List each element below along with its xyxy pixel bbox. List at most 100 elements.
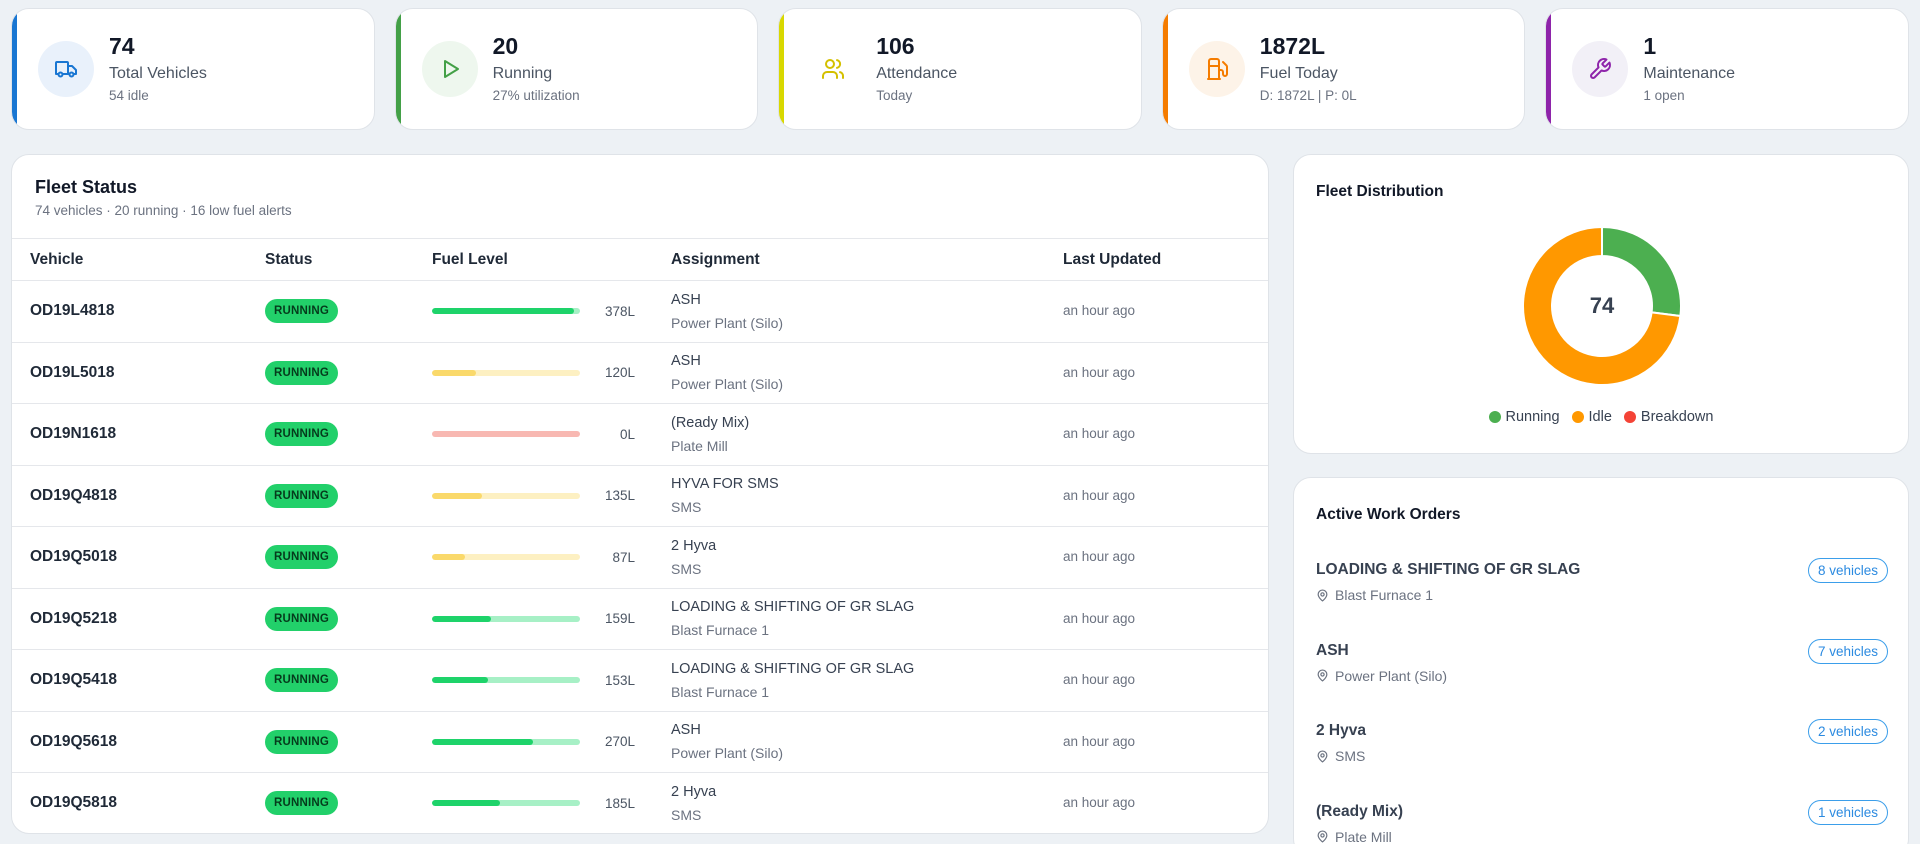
legend-label: Idle (1588, 409, 1612, 425)
cell-last-updated: an hour ago (1063, 671, 1268, 689)
cell-assignment: ASH Power Plant (Silo) (671, 720, 1063, 763)
vehicle-number[interactable]: OD19Q4818 (30, 486, 118, 504)
wrench-icon (1572, 41, 1629, 97)
fuel-amount: 270L (604, 734, 635, 750)
column-header-status[interactable]: Status (265, 250, 313, 268)
vehicle-number[interactable]: OD19Q5818 (30, 794, 118, 812)
cell-fuel-level: 120L (432, 365, 671, 380)
status-badge: RUNNING (265, 299, 339, 324)
assignment-location: Blast Furnace 1 (671, 683, 770, 700)
work-order-location: SMS (1316, 748, 1888, 764)
cell-last-updated: an hour ago (1063, 548, 1268, 566)
cell-last-updated: an hour ago (1063, 487, 1268, 505)
cell-assignment: (Ready Mix) Plate Mill (671, 413, 1063, 456)
fuel-level-bar-fill (432, 738, 533, 745)
column-header-assignment[interactable]: Assignment (671, 250, 760, 268)
cell-fuel-level: 159L (432, 611, 671, 626)
fuel-level-bar-fill (432, 615, 492, 622)
cell-last-updated: an hour ago (1063, 302, 1268, 320)
assignment-name: 2 Hyva (671, 783, 717, 800)
cell-status: RUNNING (265, 545, 432, 570)
stat-card-fuel-today[interactable]: 1872L Fuel Today D: 1872L | P: 0L (1161, 8, 1526, 130)
last-updated-time: an hour ago (1063, 672, 1136, 688)
table-row[interactable]: OD19Q5218 RUNNING 159L LOADING & SHIFTING O… (12, 589, 1268, 650)
stat-card-maintenance[interactable]: 1 Maintenance 1 open (1545, 8, 1909, 130)
work-order-item[interactable]: (Ready Mix) Plate Mill 1 vehicles (1316, 799, 1888, 844)
cell-status: RUNNING (265, 606, 432, 631)
play-icon (421, 41, 478, 97)
stat-value: 1 (1643, 33, 1657, 59)
vehicle-number[interactable]: OD19Q5418 (30, 671, 118, 689)
cell-vehicle: OD19N1618 (12, 425, 265, 443)
fuel-level-bar-fill (432, 800, 501, 807)
fuel-amount: 185L (604, 795, 635, 811)
last-updated-time: an hour ago (1063, 549, 1136, 565)
vehicle-count-badge[interactable]: 1 vehicles (1807, 799, 1888, 825)
cell-assignment: LOADING & SHIFTING OF GR SLAG Blast Furna… (671, 597, 1063, 640)
column-header-vehicle[interactable]: Vehicle (30, 250, 84, 268)
fuel-level-bar (432, 554, 580, 561)
stat-value: 1872L (1259, 33, 1325, 59)
stat-value: 106 (876, 33, 915, 59)
table-row[interactable]: OD19Q4818 RUNNING 135L HYVA FOR SMS SMS an ho… (12, 466, 1268, 527)
work-order-name: 2 Hyva (1316, 722, 1366, 739)
fuel-level-bar (432, 738, 580, 745)
assignment-location: SMS (671, 499, 702, 516)
map-pin-icon (1316, 669, 1329, 682)
table-row[interactable]: OD19N1618 RUNNING 0L (Ready Mix) Plate Mill a… (12, 404, 1268, 466)
column-header-fuel-level[interactable]: Fuel Level (432, 250, 508, 268)
stat-card-attendance[interactable]: 106 Attendance Today (778, 8, 1142, 130)
fuel-amount: 0L (619, 426, 635, 442)
assignment-location: Power Plant (Silo) (671, 745, 784, 762)
cell-vehicle: OD19Q5818 (12, 794, 265, 812)
vehicle-number[interactable]: OD19Q5218 (30, 609, 118, 627)
cell-vehicle: OD19Q5618 (12, 733, 265, 751)
stat-label: Total Vehicles (109, 65, 207, 82)
table-row[interactable]: OD19Q5418 RUNNING 153L LOADING & SHIFTING O… (12, 650, 1268, 712)
active-work-orders-panel: Active Work Orders LOADING & SHIFTING OF… (1293, 477, 1909, 844)
legend-label: Running (1505, 409, 1560, 425)
legend-item-breakdown[interactable]: Breakdown (1623, 409, 1713, 425)
cell-vehicle: OD19L4818 (12, 302, 265, 320)
stats-row: 74 Total Vehicles 54 idle 20 Running 27%… (11, 8, 1909, 130)
vehicle-number[interactable]: OD19Q5018 (30, 548, 118, 566)
work-order-item[interactable]: LOADING & SHIFTING OF GR SLAG Blast Furna… (1316, 558, 1888, 620)
stat-value: 20 (492, 33, 519, 59)
chart-legend: Running Idle Breakdown (1294, 409, 1908, 425)
cell-last-updated: an hour ago (1063, 610, 1268, 628)
assignment-location: SMS (671, 560, 702, 577)
vehicle-count-badge[interactable]: 8 vehicles (1807, 558, 1888, 583)
table-row[interactable]: OD19Q5818 RUNNING 185L 2 Hyva SMS an hour ago (12, 773, 1268, 833)
truck-icon (38, 41, 94, 97)
vehicle-count-badge[interactable]: 7 vehicles (1807, 638, 1888, 664)
work-order-item[interactable]: 2 Hyva SMS 2 vehicles (1316, 719, 1888, 781)
work-order-item[interactable]: ASH Power Plant (Silo) 7 vehicles (1316, 638, 1888, 701)
assignment-name: 2 Hyva (671, 537, 717, 554)
vehicle-number[interactable]: OD19Q5618 (30, 732, 118, 750)
legend-item-running[interactable]: Running (1488, 409, 1560, 425)
legend-item-idle[interactable]: Idle (1571, 409, 1612, 425)
table-row[interactable]: OD19L4818 RUNNING 378L ASH Power Plant (Silo… (12, 281, 1268, 343)
fuel-level-bar (432, 800, 580, 807)
table-row[interactable]: OD19L5018 RUNNING 120L ASH Power Plant (Silo… (12, 343, 1268, 404)
fuel-amount: 135L (604, 488, 635, 504)
vehicle-count-badge[interactable]: 2 vehicles (1807, 719, 1888, 744)
stat-card-total-vehicles[interactable]: 74 Total Vehicles 54 idle (11, 8, 375, 130)
vehicle-number[interactable]: OD19L4818 (30, 302, 115, 320)
donut-slice-idle[interactable] (1522, 226, 1682, 386)
stat-card-running[interactable]: 20 Running 27% utilization (394, 8, 759, 130)
fuel-amount: 120L (604, 365, 635, 381)
assignment-name: LOADING & SHIFTING OF GR SLAG (671, 599, 915, 616)
cell-last-updated: an hour ago (1063, 733, 1268, 751)
vehicle-number[interactable]: OD19L5018 (30, 363, 115, 381)
table-row[interactable]: OD19Q5018 RUNNING 87L 2 Hyva SMS an hour ago (12, 527, 1268, 589)
vehicle-number[interactable]: OD19N1618 (30, 425, 117, 443)
column-header-last-updated[interactable]: Last Updated (1063, 250, 1162, 268)
cell-status: RUNNING (265, 668, 432, 693)
status-badge: RUNNING (265, 483, 339, 508)
active-work-orders-title: Active Work Orders (1316, 506, 1461, 523)
last-updated-time: an hour ago (1063, 795, 1136, 811)
table-row[interactable]: OD19Q5618 RUNNING 270L ASH Power Plant (Silo… (12, 712, 1268, 773)
cell-last-updated: an hour ago (1063, 425, 1268, 443)
cell-last-updated: an hour ago (1063, 794, 1268, 812)
